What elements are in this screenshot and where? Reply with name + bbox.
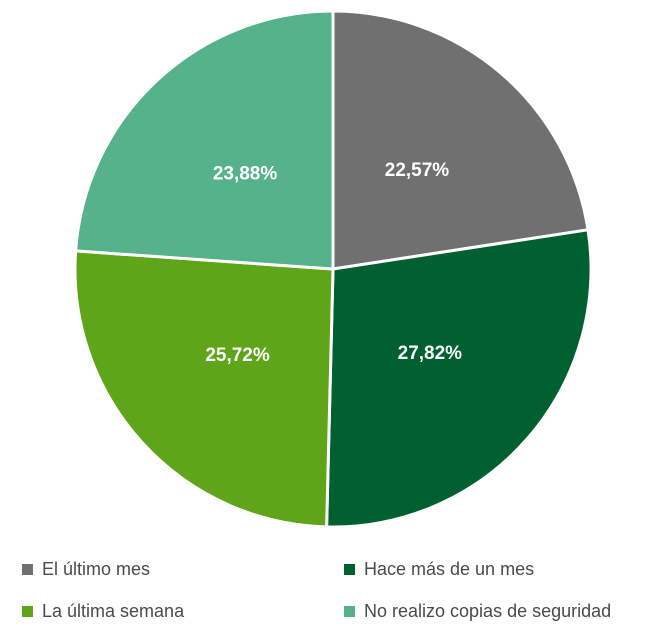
legend-label: La última semana	[42, 600, 185, 621]
legend-swatch	[344, 605, 355, 617]
pie-plot-area: 22,57% 27,82% 25,72% 23,88%	[73, 9, 593, 529]
legend-item-no-realizo-copias: No realizo copias de seguridad	[344, 597, 611, 625]
legend-label: Hace más de un mes	[364, 558, 535, 579]
slice-label-no-realizo-copias: 23,88%	[213, 164, 278, 185]
legend-label: El último mes	[42, 558, 151, 579]
legend-item-el-ultimo-mes: El último mes	[22, 555, 150, 583]
legend-item-la-ultima-semana: La última semana	[22, 597, 184, 625]
pie-slice-el-ultimo-mes	[331, 9, 590, 271]
pie-slice-labels: 22,57% 27,82% 25,72% 23,88%	[205, 160, 462, 366]
legend-swatch	[344, 563, 355, 575]
pie-slice-la-ultima-semana	[73, 249, 335, 529]
slice-label-el-ultimo-mes: 22,57%	[385, 160, 450, 181]
pie-slices	[73, 9, 593, 529]
pie-slice-hace-mas-de-un-mes	[325, 228, 593, 529]
legend-label: No realizo copias de seguridad	[364, 600, 612, 621]
slice-label-hace-mas-de-un-mes: 27,82%	[398, 343, 463, 364]
legend-swatch	[22, 563, 33, 575]
pie-slice-no-realizo-copias	[74, 9, 335, 271]
chart-legend: El último mes Hace más de un mes La últi…	[22, 555, 642, 631]
slice-label-la-ultima-semana: 25,72%	[205, 345, 270, 366]
legend-swatch	[22, 605, 33, 617]
legend-item-hace-mas-de-un-mes: Hace más de un mes	[344, 555, 534, 583]
